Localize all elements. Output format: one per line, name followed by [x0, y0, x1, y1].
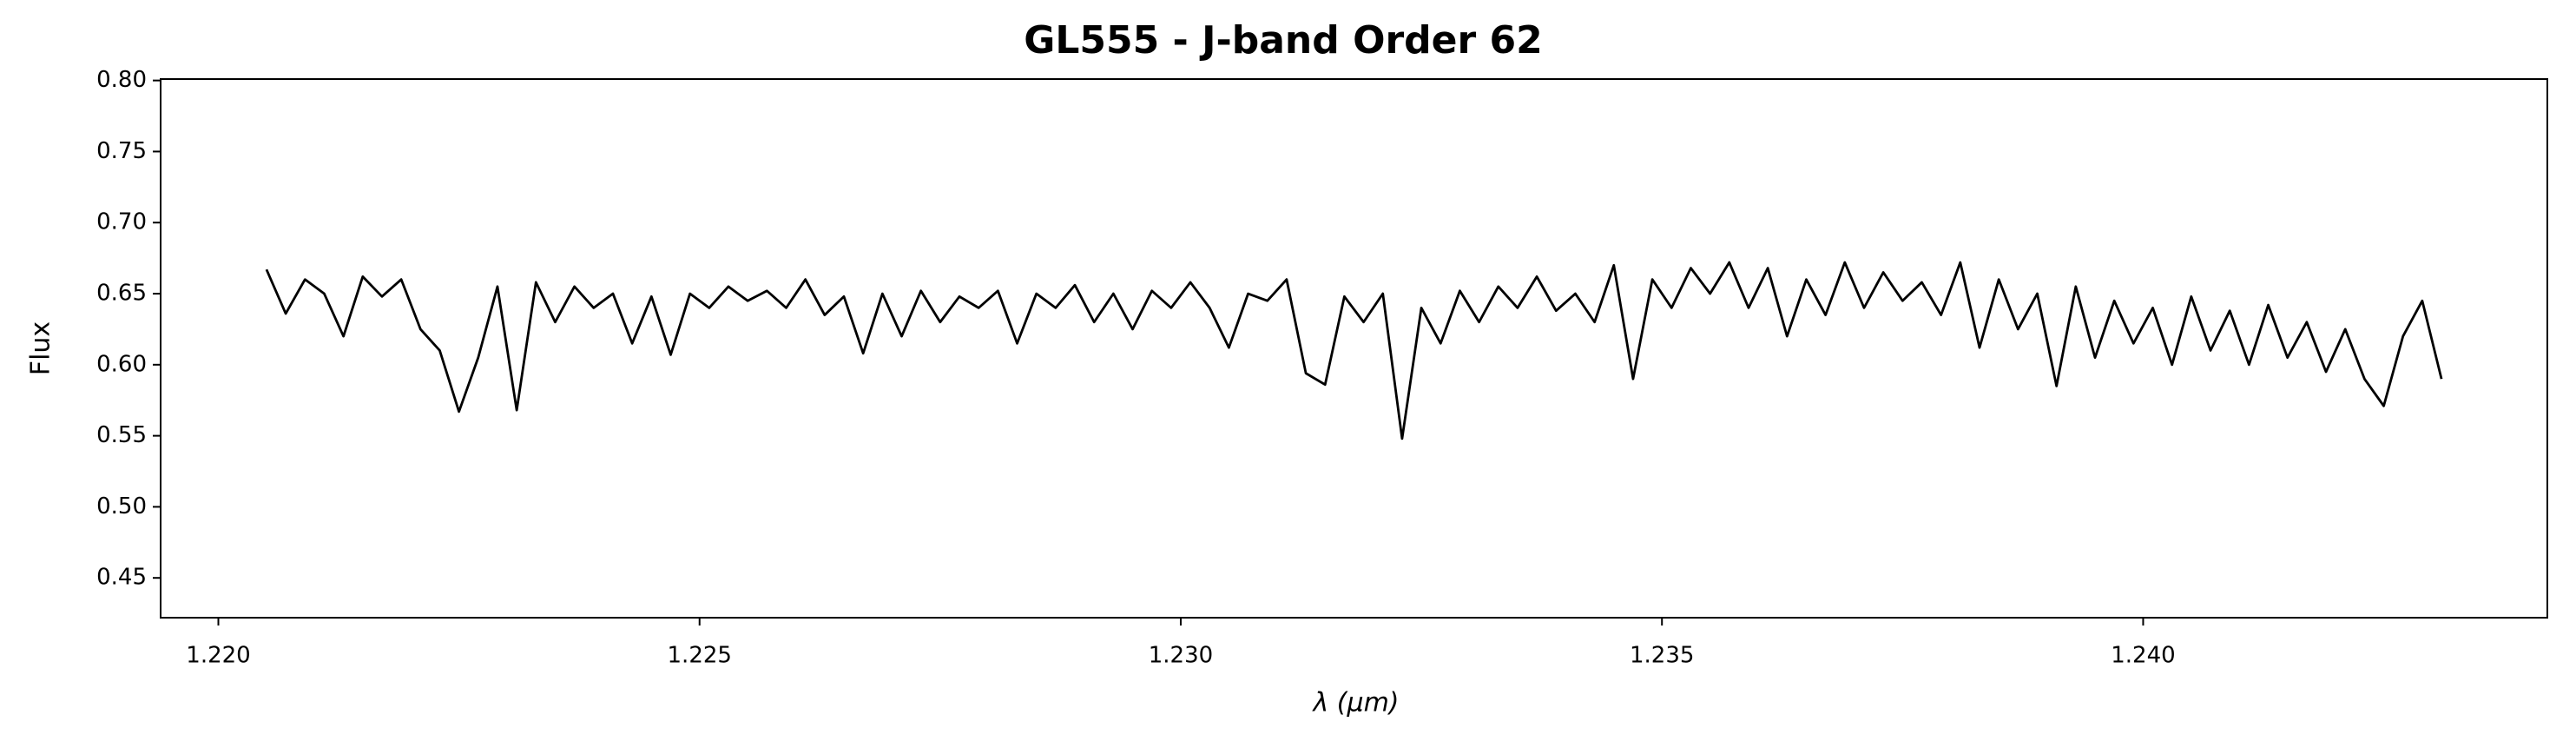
x-axis-label: λ (μm) — [1311, 688, 1399, 718]
y-tick-label: 0.70 — [96, 209, 147, 235]
y-tick-label: 0.45 — [96, 565, 147, 591]
plot-frame — [160, 78, 2548, 619]
x-tick-label: 1.225 — [668, 643, 732, 669]
x-tick-label: 1.235 — [1630, 643, 1694, 669]
y-axis-label: Flux — [26, 321, 56, 375]
y-tick-label: 0.50 — [96, 493, 147, 520]
x-tick-label: 1.230 — [1149, 643, 1213, 669]
chart-title: GL555 - J-band Order 62 — [1024, 18, 1543, 63]
x-tick-label: 1.240 — [2111, 643, 2175, 669]
y-tick-label: 0.55 — [96, 422, 147, 448]
y-tick-label: 0.60 — [96, 351, 147, 377]
y-tick-label: 0.75 — [96, 138, 147, 164]
spectrum-line — [265, 261, 2443, 440]
y-tick-label: 0.65 — [96, 281, 147, 307]
x-tick-label: 1.220 — [186, 643, 250, 669]
y-tick-label: 0.80 — [96, 67, 147, 93]
